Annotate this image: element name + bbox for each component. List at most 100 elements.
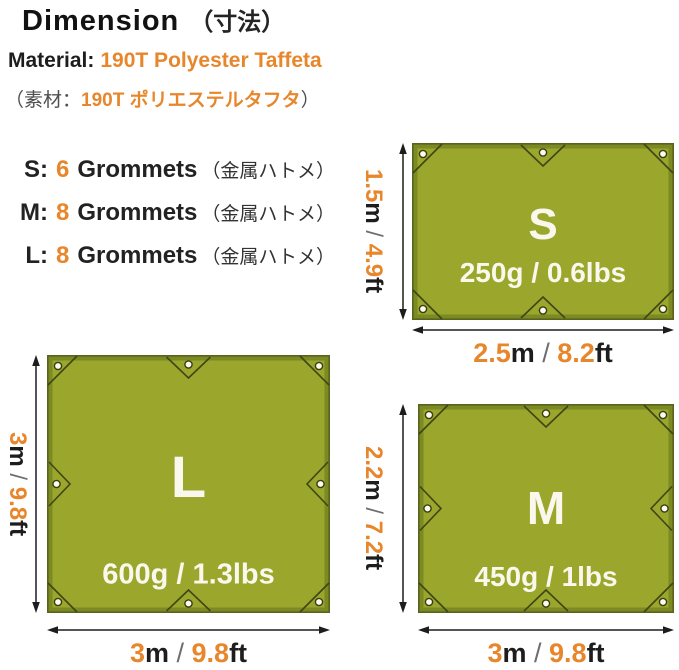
tarp-s-size-letter: S (528, 200, 558, 249)
grommet-list-row-m: M: 8 Grommets （金属ハトメ） (10, 199, 335, 227)
chevron-seam (523, 405, 569, 429)
grommets (423, 409, 669, 608)
width-imperial-value: 9.8 (549, 638, 587, 668)
tarp-l-width-label: 3m / 9.8ft (47, 638, 330, 669)
chevron-seam (165, 588, 212, 612)
grommet-icon (658, 149, 668, 159)
grommet-icon (538, 148, 548, 157)
chevron-seam (305, 461, 329, 507)
width-metric-unit: m (502, 638, 527, 668)
grommet-count: 8 (56, 242, 70, 269)
page-title: Dimension （寸法） (22, 2, 285, 38)
tarp-fabric (417, 148, 669, 315)
width-metric-value: 3 (129, 638, 145, 668)
corner-seam (47, 355, 78, 386)
tarp-s-width-arrow-icon (412, 326, 674, 334)
chevron-seam (523, 588, 569, 612)
tarp-l: L 600g / 1.3lbs (47, 355, 330, 613)
tarp-fabric (52, 360, 325, 608)
title-english: Dimension (22, 5, 180, 37)
tarp-l-weight: 600g / 1.3lbs (102, 558, 275, 591)
chevron-seam (520, 295, 566, 319)
title-japanese: （寸法） (189, 9, 286, 36)
grommet-icon (541, 409, 551, 418)
corner-seam (643, 582, 674, 613)
grommet-jp-note: （金属ハトメ） (201, 247, 335, 268)
corner-seam (643, 404, 674, 435)
tarp-s: S 250g / 0.6lbs (412, 143, 674, 320)
corner-seam (412, 289, 443, 320)
height-separator: / (4, 466, 31, 487)
chevron-seam (165, 356, 212, 380)
width-imperial-value: 8.2 (557, 338, 595, 368)
tarp-l-graphic (47, 355, 330, 613)
chevron-seam (520, 144, 566, 168)
corner-seam (299, 355, 330, 386)
tarp-l-height-arrow-icon (32, 355, 40, 613)
chevron-seam (419, 485, 443, 532)
width-separator: / (526, 638, 550, 668)
corner-seam (412, 143, 443, 174)
height-metric-value: 1.5 (360, 169, 387, 203)
tarp-m: M 450g / 1lbs (418, 404, 674, 613)
tarp-fabric (423, 409, 669, 608)
tarp-l-size-letter: L (170, 445, 207, 510)
material-label: Material: (8, 49, 95, 72)
corner-seam (643, 143, 674, 174)
tarp-s-height-arrow-icon (399, 143, 407, 320)
width-metric-unit: m (144, 638, 169, 668)
grommet-size-label: M: (20, 199, 48, 226)
tarp-s-width-label: 2.5m / 8.2ft (412, 338, 674, 369)
height-metric-value: 3 (4, 431, 31, 446)
material-jp-open: （素材： (5, 90, 82, 111)
material-line-japanese: （素材：190T ポリエステルタフタ） (5, 85, 320, 112)
grommet-icon (53, 361, 63, 371)
seam-lines (412, 143, 674, 320)
tarp-m-size-letter: M (526, 482, 566, 534)
width-metric-unit: m (510, 338, 535, 368)
grommet-icon (424, 597, 434, 607)
grommet-icon (314, 361, 324, 371)
material-line: Material: 190T Polyester Taffeta (8, 49, 322, 73)
grommet-word: Grommets (77, 156, 198, 183)
corner-seam (418, 582, 449, 613)
grommet-list-row-s: S: 6 Grommets （金属ハトメ） (10, 156, 335, 184)
height-metric-unit: m (360, 479, 387, 502)
corner-seam (47, 582, 78, 613)
height-imperial-unit: ft (4, 520, 31, 537)
tarp-s-weight: 250g / 0.6lbs (459, 257, 627, 288)
tarp-m-height-arrow-icon (399, 404, 407, 613)
grommet-icon (538, 306, 548, 315)
chevron-seam (649, 485, 673, 532)
corner-seam (643, 289, 674, 320)
width-metric-value: 3 (487, 638, 503, 668)
grommet-jp-note: （金属ハトメ） (201, 204, 335, 225)
tarp-s-height-label: 1.5m / 4.9ft (350, 143, 396, 320)
grommet-icon (53, 597, 63, 607)
tarp-m-graphic (418, 404, 674, 613)
grommet-icon (184, 360, 193, 369)
grommet-count: 8 (56, 199, 70, 226)
width-imperial-unit: ft (586, 638, 605, 668)
height-metric-value: 2.2 (360, 446, 387, 480)
width-imperial-unit: ft (594, 338, 613, 368)
width-separator: / (169, 638, 192, 668)
width-imperial-unit: ft (229, 638, 248, 668)
tarp-m-width-label: 3m / 9.8ft (418, 638, 674, 669)
chevron-seam (48, 461, 72, 507)
tarp-s-graphic (412, 143, 674, 320)
grommet-icon (658, 304, 668, 314)
grommet-list-row-l: L: 8 Grommets （金属ハトメ） (10, 242, 335, 270)
grommet-size-label: S: (24, 156, 48, 183)
grommet-icon (424, 410, 434, 420)
tarp-l-height-label: 3m / 9.8ft (0, 355, 34, 613)
tarp-l-width-arrow-icon (47, 626, 330, 634)
grommet-word: Grommets (77, 199, 198, 226)
grommet-icon (423, 504, 432, 513)
grommet-icon (660, 504, 669, 513)
width-metric-value: 2.5 (473, 338, 511, 368)
height-imperial-value: 9.8 (4, 486, 31, 521)
grommet-jp-note: （金属ハトメ） (201, 161, 335, 182)
material-jp-value: 190T ポリエステルタフタ (81, 90, 301, 111)
